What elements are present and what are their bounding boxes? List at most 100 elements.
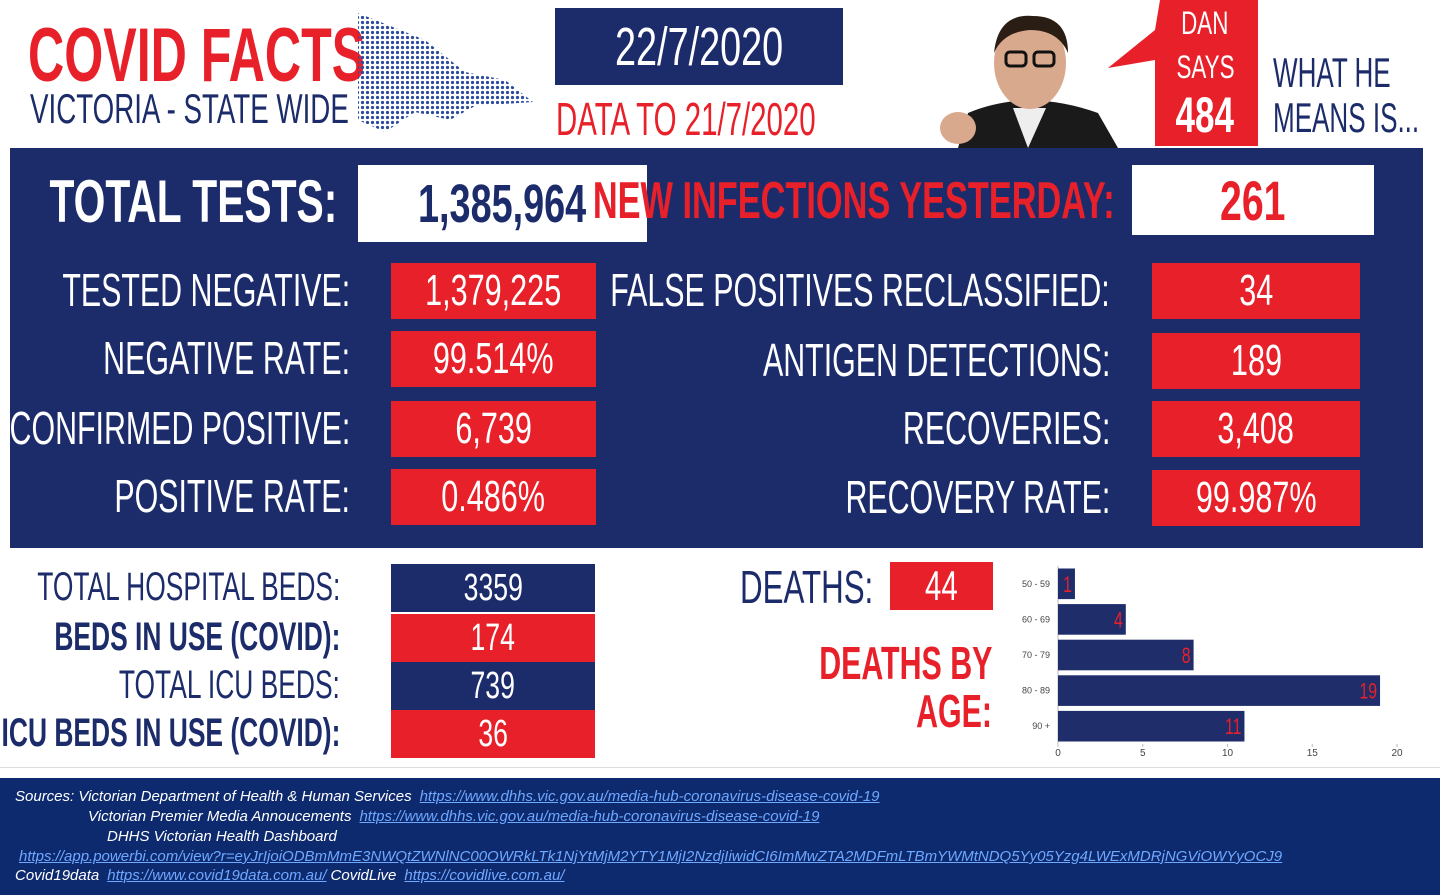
- row-value: 739: [470, 664, 516, 707]
- row-label: ANTIGEN DETECTIONS:: [584, 337, 1110, 383]
- row-value: 99.987%: [1195, 473, 1317, 522]
- row-label: RECOVERY RATE:: [709, 474, 1110, 520]
- deaths-value: 44: [925, 562, 958, 609]
- row-box: 3,408: [1152, 401, 1360, 457]
- means-line: WHAT HE: [1273, 49, 1391, 96]
- row-label: TESTED NEGATIVE:: [0, 267, 350, 313]
- bar-label: 19: [1359, 680, 1377, 704]
- source-text: Victorian Premier Media Annoucements: [88, 808, 352, 825]
- row-label: NEGATIVE RATE:: [0, 335, 350, 381]
- source-line: Covid19data https://www.covid19data.com.a…: [15, 867, 568, 884]
- row-value: 1,379,225: [425, 266, 562, 315]
- bar: [1058, 675, 1381, 706]
- y-tick-label: 80 - 89: [1022, 686, 1050, 696]
- title: COVID FACTS: [28, 13, 366, 98]
- row-box: 6,739: [391, 401, 596, 457]
- row-label-text: RECOVERY RATE:: [845, 471, 1110, 524]
- row-label-text: TOTAL ICU BEDS:: [118, 663, 340, 708]
- row-box: 189: [1152, 333, 1360, 389]
- bar-label: 11: [1225, 716, 1241, 740]
- deaths-by-age-chart: 0 5 10 15 20 50 - 59 1 60 - 69 4 70 - 79 8 80 - 89 1…: [1022, 566, 1403, 759]
- x-tick-label: 0: [1055, 748, 1061, 759]
- total-tests-value: 1,385,964: [418, 173, 587, 234]
- bar: [1058, 710, 1245, 742]
- row-label-text: ANTIGEN DETECTIONS:: [762, 334, 1110, 387]
- row-label: FALSE POSITIVES RECLASSIFIED:: [353, 267, 1110, 313]
- photo: [928, 8, 1138, 148]
- row-label-text: BEDS IN USE (COVID):: [53, 615, 340, 660]
- source-link[interactable]: https://www.dhhs.vic.gov.au/media-hub-co…: [359, 808, 820, 825]
- source-line: DHHS Victorian Health Dashboard: [107, 828, 341, 845]
- row-label: RECOVERIES:: [796, 405, 1110, 451]
- row-value: 174: [470, 616, 516, 659]
- source-text: CovidLive: [330, 867, 397, 884]
- row-box: 3359: [391, 564, 595, 612]
- row-box: 739: [391, 662, 595, 710]
- footer: Sources: Victorian Department of Health …: [0, 778, 1440, 895]
- deaths-box: 44: [890, 562, 993, 610]
- bar-label: 8: [1182, 645, 1191, 669]
- source-line: Sources: Victorian Department of Health …: [15, 788, 884, 805]
- chart-title: DEATHS BY: [818, 637, 992, 689]
- source-line: https://app.powerbi.com/view?r=eyJrIjoiO…: [15, 848, 1286, 865]
- source-link[interactable]: https://app.powerbi.com/view?r=eyJrIjoiO…: [19, 848, 1283, 865]
- row-value: 0.486%: [441, 472, 546, 521]
- new-infections-box: 261: [1132, 165, 1374, 235]
- bubble-line: DAN: [1181, 4, 1229, 41]
- means-line: MEANS IS...: [1273, 94, 1420, 141]
- row-box: 0.486%: [391, 469, 596, 525]
- bubble-line: SAYS: [1175, 48, 1235, 85]
- row-value: 99.514%: [433, 334, 554, 383]
- row-box: 99.514%: [391, 331, 596, 387]
- speech-bubble: [1108, 0, 1258, 146]
- row-value: 3359: [463, 566, 523, 609]
- row-label-text: TESTED NEGATIVE:: [62, 264, 350, 317]
- source-link[interactable]: https://www.covid19data.com.au/: [107, 867, 327, 884]
- total-tests-label: TOTAL TESTS:: [49, 168, 337, 235]
- date: 22/7/2020: [614, 16, 784, 77]
- source-text: Sources: Victorian Department of Health …: [15, 788, 412, 805]
- bar-label: 4: [1114, 609, 1123, 633]
- y-tick-label: 90 +: [1032, 721, 1050, 731]
- y-tick-label: 60 - 69: [1022, 614, 1050, 624]
- row-label: POSITIVE RATE:: [0, 473, 350, 519]
- x-tick-label: 20: [1391, 748, 1403, 759]
- row-box: 174: [391, 614, 595, 662]
- bar: [1058, 639, 1194, 671]
- divider: [0, 767, 1440, 768]
- total-tests-box: 1,385,964: [358, 165, 647, 242]
- row-value: 36: [478, 712, 508, 755]
- deaths-label: DEATHS:: [740, 561, 874, 613]
- x-tick-label: 10: [1222, 748, 1234, 759]
- data-to: DATA TO 21/7/2020: [556, 93, 816, 145]
- row-label-text: RECOVERIES:: [902, 402, 1110, 455]
- source-link[interactable]: https://covidlive.com.au/: [404, 867, 565, 884]
- bar: [1058, 568, 1075, 600]
- row-label: TOTAL ICU BEDS:: [5, 665, 340, 705]
- x-tick-label: 15: [1307, 748, 1319, 759]
- y-tick-label: 50 - 59: [1022, 579, 1050, 589]
- subtitle: VICTORIA - STATE WIDE: [30, 85, 349, 132]
- bubble-number: 484: [1175, 90, 1235, 140]
- row-box: 99.987%: [1152, 470, 1360, 526]
- row-label-text: POSITIVE RATE:: [114, 470, 350, 523]
- y-tick-label: 70 - 79: [1022, 650, 1050, 660]
- row-label: ICU BEDS IN USE (COVID):: [0, 713, 340, 753]
- row-box: 34: [1152, 263, 1360, 319]
- row-value: 34: [1238, 266, 1274, 315]
- row-label-text: TOTAL HOSPITAL BEDS:: [36, 565, 340, 610]
- row-label-text: CONFIRMED POSITIVE:: [9, 402, 350, 455]
- row-box: 36: [391, 710, 595, 758]
- row-label: TOTAL HOSPITAL BEDS:: [0, 567, 340, 607]
- row-value: 3,408: [1217, 404, 1295, 453]
- date-box: 22/7/2020: [555, 8, 843, 85]
- source-link[interactable]: https://www.dhhs.vic.gov.au/media-hub-co…: [419, 788, 880, 805]
- bar-label: 1: [1063, 573, 1072, 597]
- row-label-text: ICU BEDS IN USE (COVID):: [1, 711, 340, 756]
- chart-title: AGE:: [916, 685, 992, 737]
- map: [358, 13, 533, 132]
- new-infections-label: NEW INFECTIONS YESTERDAY:: [593, 172, 1115, 230]
- row-label-text: NEGATIVE RATE:: [103, 332, 350, 385]
- bar: [1058, 604, 1126, 635]
- row-value: 189: [1230, 336, 1282, 385]
